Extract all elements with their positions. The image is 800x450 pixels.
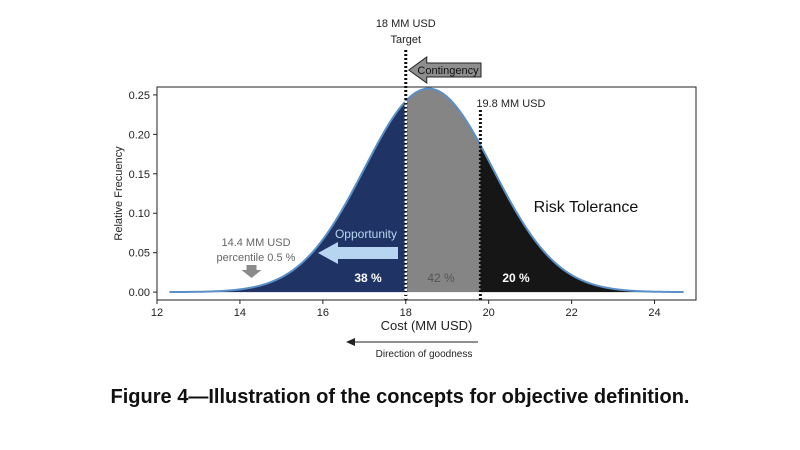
- region-2: [405, 88, 481, 293]
- risk-tolerance-label: Risk Tolerance: [534, 199, 639, 216]
- contingency-label: Contingency: [417, 65, 479, 77]
- contingency-arrow: [407, 56, 482, 84]
- chart: 12 14 16 18 20 22 24 0.00 0.05 0.10 0.15 0.20 0.25 Co…: [113, 18, 697, 360]
- region-2-percent: 42 %: [427, 271, 455, 285]
- direction-arrow-head: [346, 338, 355, 346]
- figure-caption: Figure 4—Illustration of the concepts fo…: [110, 386, 690, 408]
- y-tick-label: 0.05: [129, 248, 150, 260]
- opportunity-label: Opportunity: [335, 227, 397, 241]
- y-tick-label: 0.10: [129, 208, 150, 220]
- target-label: Target: [390, 34, 421, 46]
- y-tick-label: 0.20: [129, 129, 150, 141]
- x-axis-label: Cost (MM USD): [381, 318, 473, 333]
- x-tick-label: 20: [483, 307, 495, 319]
- direction-label: Direction of goodness: [376, 349, 473, 360]
- x-tick-label: 12: [151, 307, 163, 319]
- target-value-label: 18 MM USD: [376, 18, 436, 30]
- x-tick-label: 14: [234, 307, 246, 319]
- x-tick-label: 18: [400, 307, 412, 319]
- opportunity-arrow: [318, 242, 398, 264]
- x-tick-label: 24: [648, 307, 660, 319]
- distribution-curve: [169, 87, 684, 294]
- y-axis-label: Relative Frecuency: [113, 146, 125, 241]
- y-tick-label: 0.00: [129, 287, 150, 299]
- y-tick-label: 0.15: [129, 169, 150, 181]
- region-1-percent: 38 %: [354, 271, 382, 285]
- x-tick-label: 22: [565, 307, 577, 319]
- x-tick-label: 16: [317, 307, 329, 319]
- p05-label: percentile 0.5 %: [217, 252, 296, 264]
- region-3-percent: 20 %: [502, 271, 530, 285]
- region-1: [169, 100, 406, 293]
- p05-arrow-icon: [241, 265, 262, 278]
- p05-value-label: 14.4 MM USD: [221, 237, 290, 249]
- p80-value-label: 19.8 MM USD: [476, 98, 545, 110]
- region-3: [480, 145, 684, 293]
- y-tick-label: 0.25: [129, 90, 150, 102]
